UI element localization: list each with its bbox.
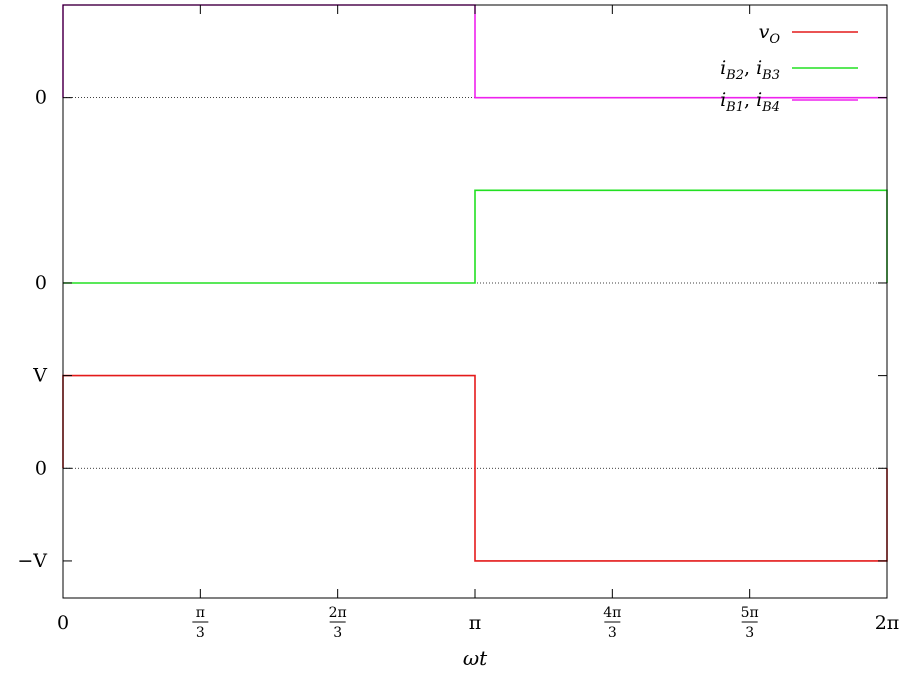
legend-label-0: vO <box>759 21 781 47</box>
x-tick-denominator-5: 3 <box>745 625 754 641</box>
x-tick-label-6: 2π <box>875 612 900 634</box>
legend-entry-2: iB1, iB4 <box>720 89 858 115</box>
x-tick-text-3: π <box>469 612 482 634</box>
legend: vO iB2, iB3 iB1, iB4 <box>720 21 858 115</box>
series-layer <box>62 4 888 562</box>
y-tick-label-1: 0 <box>35 272 47 294</box>
x-tick-denominator-2: 3 <box>333 625 342 641</box>
legend-entry-0: vO <box>759 21 858 47</box>
y-tick-labels: 0 0 V 0 −V <box>17 87 47 572</box>
x-axis-label: ωt <box>463 646 488 670</box>
series-line-1 <box>63 189 888 284</box>
ticks <box>62 5 888 598</box>
y-tick-label-0: 0 <box>35 87 47 109</box>
y-tick-label-3: 0 <box>35 457 47 479</box>
x-tick-label-0: 0 <box>57 612 69 634</box>
legend-label-2: iB1, iB4 <box>720 89 780 115</box>
x-tick-text-0: 0 <box>57 612 69 634</box>
x-tick-numerator-4: 4π <box>603 605 621 621</box>
x-tick-label-1: π3 <box>192 605 209 641</box>
y-tick-label-4: −V <box>17 550 47 572</box>
x-tick-label-2: 2π3 <box>329 605 347 641</box>
x-tick-label-3: π <box>469 612 482 634</box>
x-tick-label-5: 5π3 <box>741 605 759 641</box>
series-line-2 <box>62 4 887 99</box>
y-tick-label-2: V <box>32 365 47 387</box>
x-tick-label-4: 4π3 <box>603 605 621 641</box>
x-tick-denominator-1: 3 <box>196 625 205 641</box>
x-tick-denominator-4: 3 <box>608 625 617 641</box>
legend-label-1: iB2, iB3 <box>720 57 780 83</box>
x-tick-text-6: 2π <box>875 612 900 634</box>
x-tick-numerator-1: π <box>196 605 205 621</box>
legend-entry-1: iB2, iB3 <box>720 57 858 83</box>
x-tick-numerator-5: 5π <box>741 605 759 621</box>
x-tick-numerator-2: 2π <box>329 605 347 621</box>
